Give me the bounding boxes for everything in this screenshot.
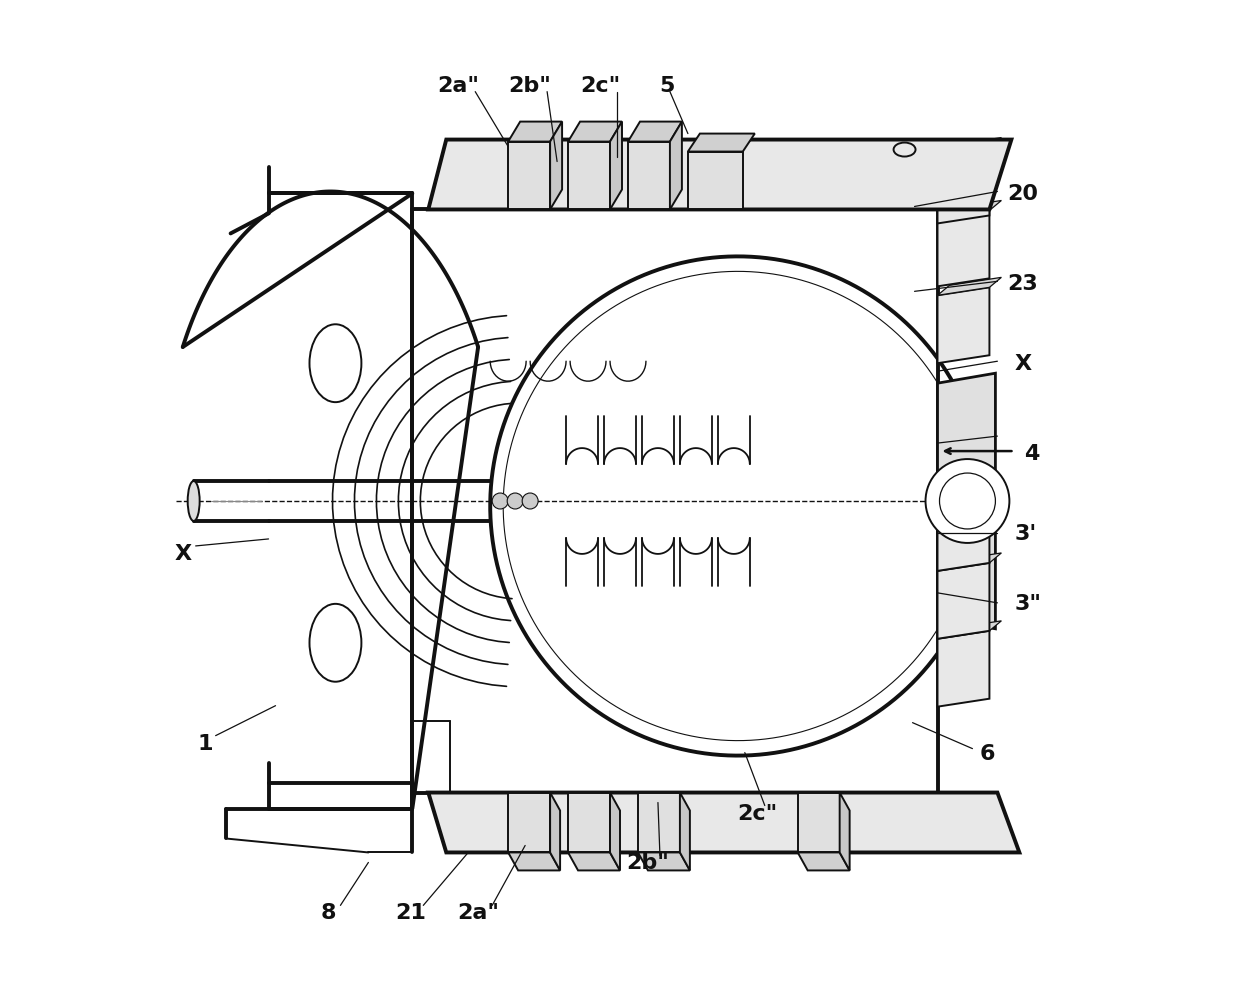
Text: 2a": 2a" xyxy=(438,75,479,95)
Polygon shape xyxy=(937,621,1002,639)
Polygon shape xyxy=(637,792,680,853)
Polygon shape xyxy=(568,792,610,853)
Polygon shape xyxy=(610,792,620,871)
Text: 23: 23 xyxy=(1007,274,1038,294)
Text: X: X xyxy=(174,544,191,564)
Text: 3': 3' xyxy=(1014,524,1037,544)
Circle shape xyxy=(507,493,523,510)
Polygon shape xyxy=(568,122,622,142)
Polygon shape xyxy=(688,152,743,211)
Polygon shape xyxy=(937,212,990,287)
Polygon shape xyxy=(937,485,1002,504)
Circle shape xyxy=(522,493,538,510)
Polygon shape xyxy=(937,631,990,707)
Text: 8: 8 xyxy=(321,903,336,923)
Polygon shape xyxy=(551,792,560,871)
Polygon shape xyxy=(508,122,562,142)
Polygon shape xyxy=(680,792,689,871)
Text: 2c": 2c" xyxy=(738,802,777,822)
Polygon shape xyxy=(637,853,689,871)
Text: 3": 3" xyxy=(1014,593,1042,613)
Text: 4: 4 xyxy=(1024,443,1040,463)
Text: 2b": 2b" xyxy=(508,75,552,95)
Polygon shape xyxy=(508,142,551,211)
Polygon shape xyxy=(937,374,996,629)
Text: 2c": 2c" xyxy=(580,75,620,95)
Polygon shape xyxy=(937,202,1002,220)
Polygon shape xyxy=(937,554,1002,572)
Polygon shape xyxy=(610,122,622,211)
Polygon shape xyxy=(937,278,1002,296)
Polygon shape xyxy=(797,853,849,871)
Text: X: X xyxy=(1014,354,1032,374)
Text: 6: 6 xyxy=(980,743,994,763)
Polygon shape xyxy=(627,142,670,211)
Polygon shape xyxy=(568,853,620,871)
Polygon shape xyxy=(937,148,990,225)
Polygon shape xyxy=(568,142,610,211)
Polygon shape xyxy=(627,122,682,142)
Polygon shape xyxy=(688,134,755,152)
Polygon shape xyxy=(508,792,551,853)
Text: 20: 20 xyxy=(1007,185,1038,205)
Polygon shape xyxy=(428,792,1019,853)
Polygon shape xyxy=(937,288,990,364)
Polygon shape xyxy=(551,122,562,211)
Polygon shape xyxy=(428,140,1012,211)
Polygon shape xyxy=(797,792,839,853)
Text: 5: 5 xyxy=(660,75,675,95)
Polygon shape xyxy=(937,564,990,639)
Text: 1: 1 xyxy=(198,733,213,753)
Polygon shape xyxy=(937,138,1002,156)
Text: 21: 21 xyxy=(394,903,425,923)
Circle shape xyxy=(492,493,508,510)
Text: 2a": 2a" xyxy=(458,903,500,923)
Ellipse shape xyxy=(187,481,200,522)
Polygon shape xyxy=(670,122,682,211)
Polygon shape xyxy=(937,495,990,572)
Polygon shape xyxy=(839,792,849,871)
Polygon shape xyxy=(508,853,560,871)
Text: 2b": 2b" xyxy=(626,853,670,873)
Circle shape xyxy=(925,459,1009,544)
